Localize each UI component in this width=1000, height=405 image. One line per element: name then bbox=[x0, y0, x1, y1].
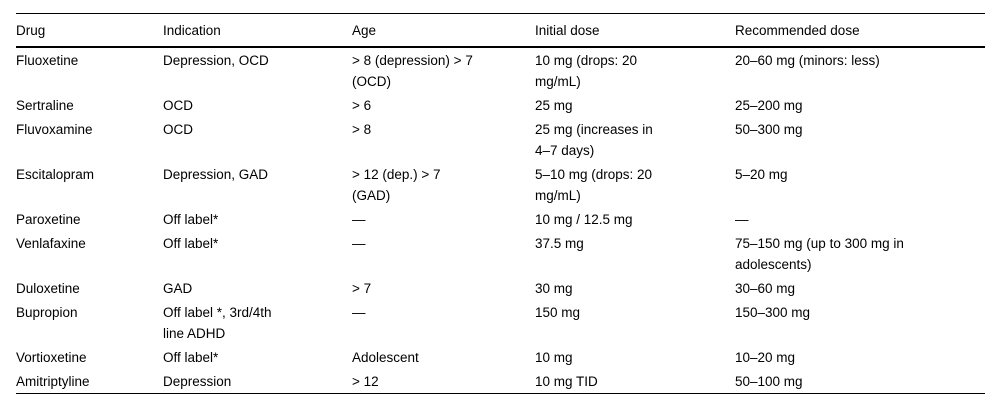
cell-indication: OCD bbox=[163, 98, 193, 113]
cell-age: > 8 (depression) > 7 (OCD) bbox=[352, 53, 473, 89]
cell-drug: Venlafaxine bbox=[16, 236, 86, 251]
column-header-age: Age bbox=[352, 13, 535, 48]
table-row: Fluoxetine Depression, OCD > 8 (depressi… bbox=[16, 47, 985, 93]
cell-drug: Fluvoxamine bbox=[16, 122, 93, 137]
cell-initial-dose: 10 mg / 12.5 mg bbox=[535, 212, 633, 227]
cell-indication: GAD bbox=[163, 281, 193, 296]
cell-recommended-dose: 150–300 mg bbox=[735, 305, 811, 320]
cell-recommended-dose: 20–60 mg (minors: less) bbox=[735, 53, 880, 68]
column-header-initial-dose: Initial dose bbox=[535, 13, 735, 48]
table-row: Vortioxetine Off label* Adolescent 10 mg… bbox=[16, 345, 985, 369]
cell-indication: OCD bbox=[163, 122, 193, 137]
cell-recommended-dose: 50–300 mg bbox=[735, 122, 803, 137]
table-row: Amitriptyline Depression > 12 10 mg TID … bbox=[16, 369, 985, 394]
cell-age: — bbox=[352, 305, 366, 320]
table-row: Fluvoxamine OCD > 8 25 mg (increases in … bbox=[16, 117, 985, 162]
cell-initial-dose: 10 mg bbox=[535, 350, 573, 365]
cell-age: — bbox=[352, 236, 366, 251]
cell-drug: Bupropion bbox=[16, 305, 78, 320]
table-row: Sertraline OCD > 6 25 mg 25–200 mg bbox=[16, 93, 985, 117]
cell-initial-dose: 25 mg (increases in 4–7 days) bbox=[535, 122, 653, 158]
table-row: Bupropion Off label *, 3rd/4th line ADHD… bbox=[16, 300, 985, 345]
cell-indication: Off label *, 3rd/4th line ADHD bbox=[163, 305, 272, 341]
cell-initial-dose: 30 mg bbox=[535, 281, 573, 296]
cell-recommended-dose: 25–200 mg bbox=[735, 98, 803, 113]
column-header-recommended-dose: Recommended dose bbox=[735, 13, 985, 48]
table-header: Drug Indication Age Initial dose Recomme… bbox=[16, 13, 985, 48]
table-row: Duloxetine GAD > 7 30 mg 30–60 mg bbox=[16, 276, 985, 300]
cell-drug: Fluoxetine bbox=[16, 53, 79, 68]
cell-indication: Depression bbox=[163, 374, 232, 389]
cell-indication: Depression, GAD bbox=[163, 167, 269, 182]
cell-age: > 7 bbox=[352, 281, 372, 296]
cell-age: > 6 bbox=[352, 98, 372, 113]
table-body: Fluoxetine Depression, OCD > 8 (depressi… bbox=[16, 47, 985, 394]
cell-age: > 8 bbox=[352, 122, 372, 137]
cell-drug: Paroxetine bbox=[16, 212, 81, 227]
cell-age: — bbox=[352, 212, 366, 227]
table-row: Venlafaxine Off label* — 37.5 mg 75–150 … bbox=[16, 231, 985, 276]
column-header-drug: Drug bbox=[16, 13, 163, 48]
cell-initial-dose: 25 mg bbox=[535, 98, 573, 113]
cell-indication: Depression, OCD bbox=[163, 53, 269, 68]
cell-indication: Off label* bbox=[163, 236, 219, 251]
cell-recommended-dose: — bbox=[735, 212, 749, 227]
cell-drug: Amitriptyline bbox=[16, 374, 90, 389]
drug-dosing-table: Drug Indication Age Initial dose Recomme… bbox=[16, 13, 985, 394]
table-row: Paroxetine Off label* — 10 mg / 12.5 mg … bbox=[16, 207, 985, 231]
cell-age: > 12 bbox=[352, 374, 379, 389]
column-header-indication: Indication bbox=[163, 13, 352, 48]
drug-dosing-table-container: Drug Indication Age Initial dose Recomme… bbox=[16, 13, 985, 394]
cell-initial-dose: 5–10 mg (drops: 20 mg/mL) bbox=[535, 167, 653, 203]
cell-drug: Vortioxetine bbox=[16, 350, 87, 365]
cell-recommended-dose: 30–60 mg bbox=[735, 281, 796, 296]
cell-age: Adolescent bbox=[352, 350, 419, 365]
cell-initial-dose: 37.5 mg bbox=[535, 236, 584, 251]
cell-initial-dose: 10 mg TID bbox=[535, 374, 598, 389]
cell-initial-dose: 150 mg bbox=[535, 305, 581, 320]
table-row: Escitalopram Depression, GAD > 12 (dep.)… bbox=[16, 162, 985, 207]
cell-drug: Sertraline bbox=[16, 98, 74, 113]
cell-age: > 12 (dep.) > 7 (GAD) bbox=[352, 167, 441, 203]
cell-drug: Escitalopram bbox=[16, 167, 95, 182]
cell-indication: Off label* bbox=[163, 350, 219, 365]
table-header-row: Drug Indication Age Initial dose Recomme… bbox=[16, 13, 985, 48]
cell-initial-dose: 10 mg (drops: 20 mg/mL) bbox=[535, 53, 638, 89]
cell-drug: Duloxetine bbox=[16, 281, 80, 296]
cell-recommended-dose: 10–20 mg bbox=[735, 350, 796, 365]
cell-recommended-dose: 5–20 mg bbox=[735, 167, 788, 182]
cell-recommended-dose: 75–150 mg (up to 300 mg in adolescents) bbox=[735, 236, 904, 272]
cell-indication: Off label* bbox=[163, 212, 219, 227]
cell-recommended-dose: 50–100 mg bbox=[735, 374, 803, 389]
